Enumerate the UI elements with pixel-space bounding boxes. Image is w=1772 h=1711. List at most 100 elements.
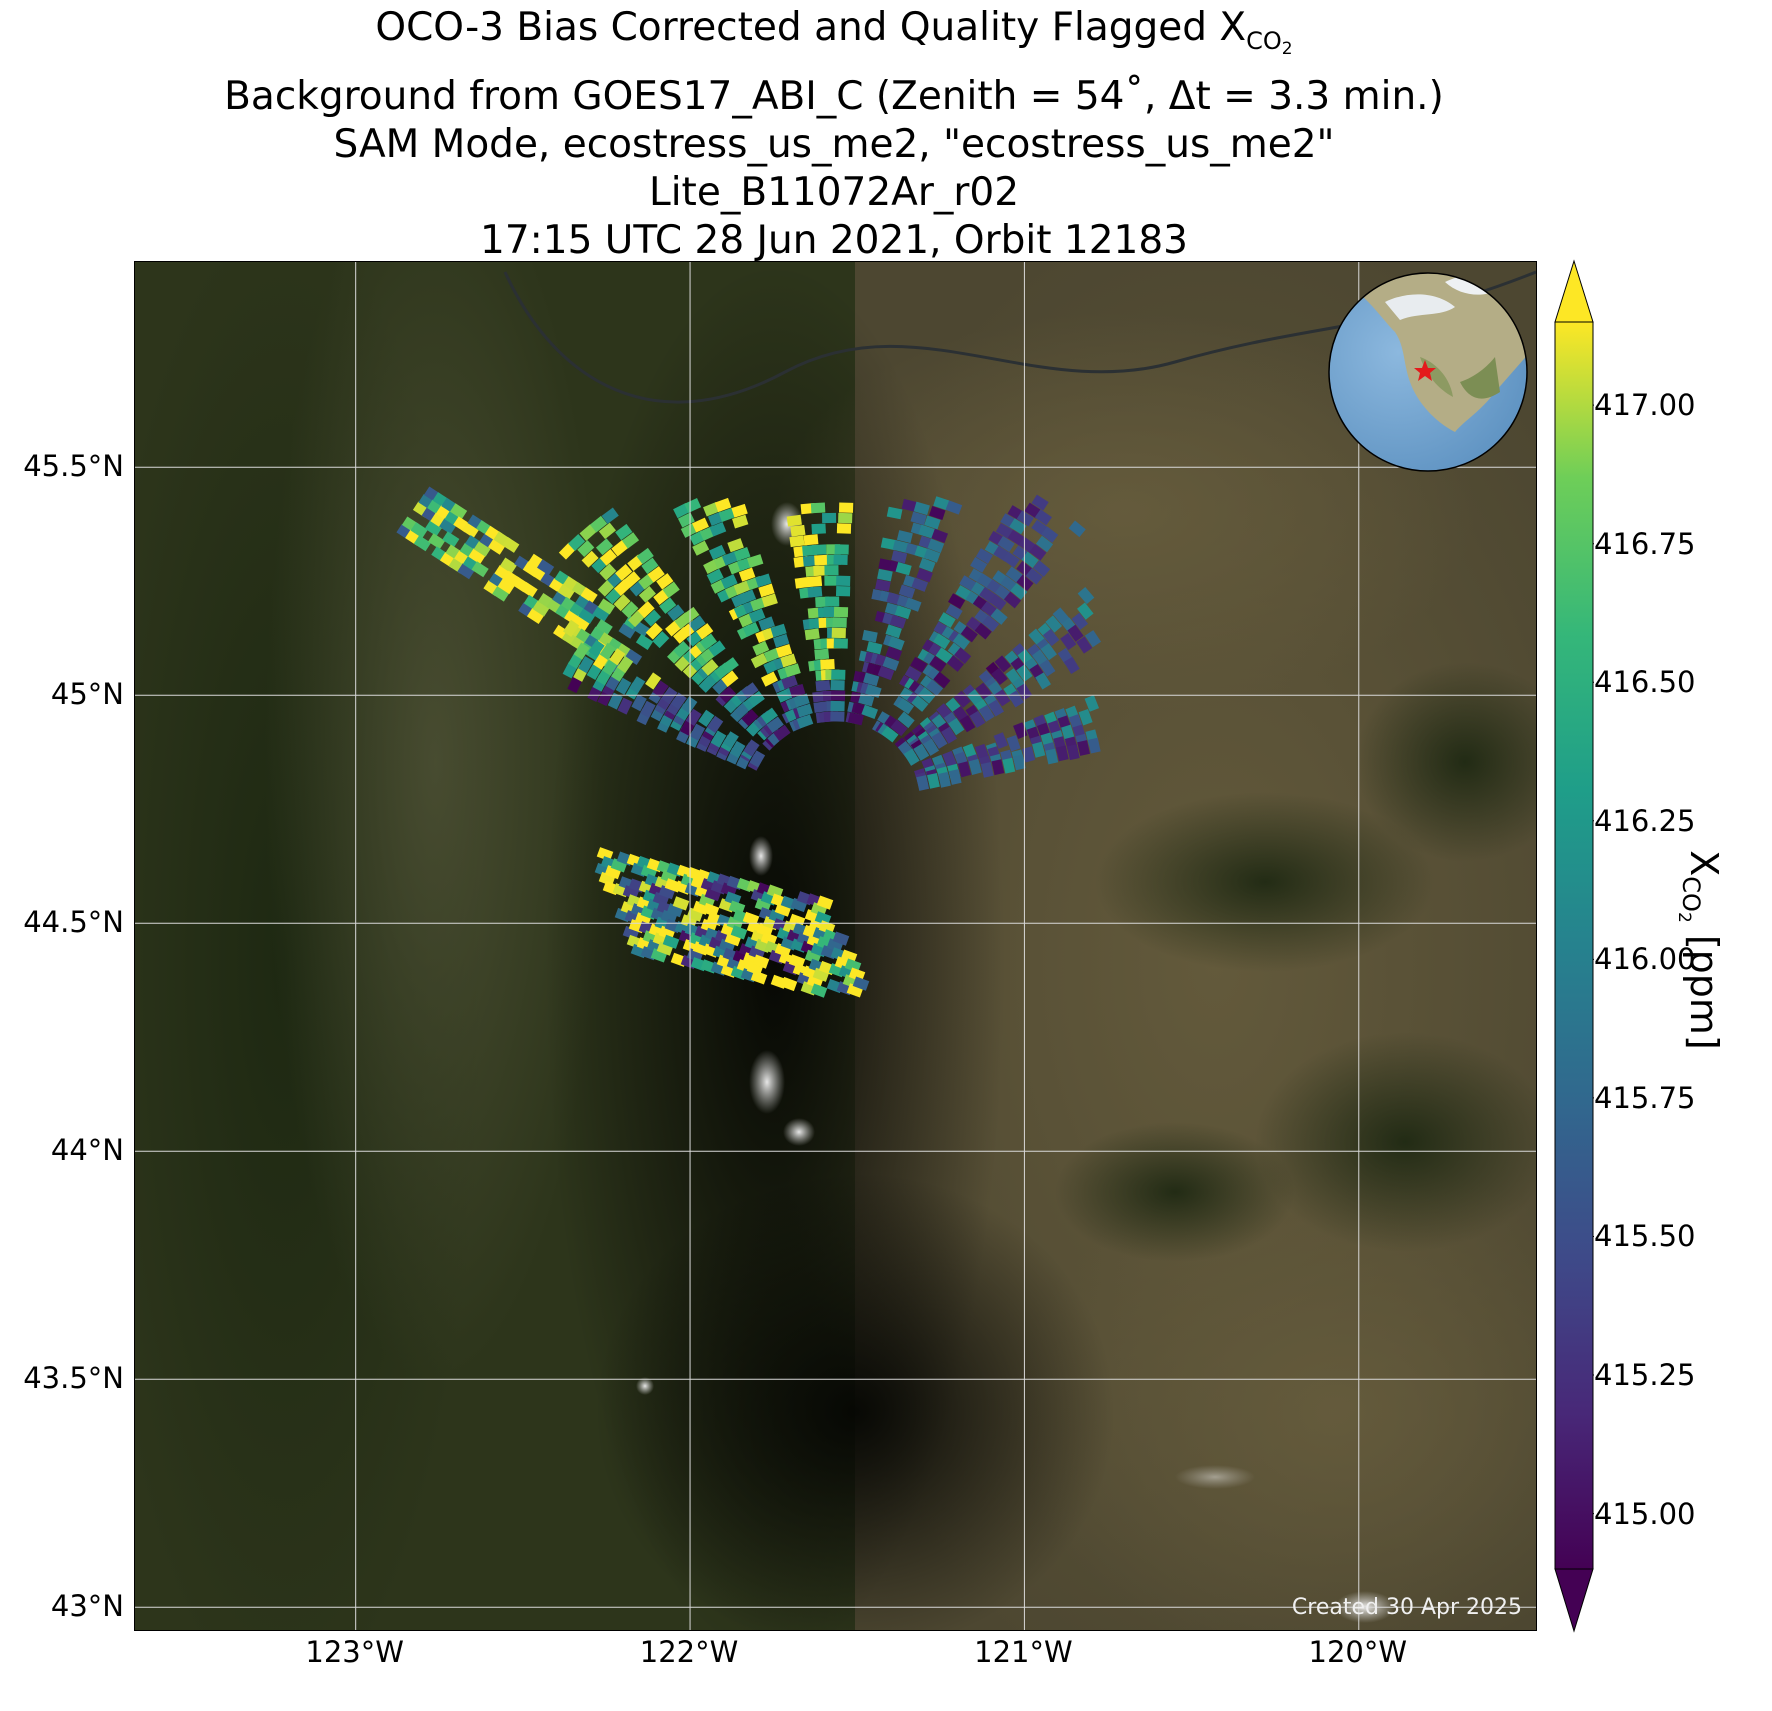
xco2-sounding <box>623 571 641 588</box>
xco2-sounding <box>595 619 613 636</box>
xco2-sounding <box>994 655 1012 673</box>
xco2-sounding <box>938 612 956 628</box>
xco2-sounding <box>927 538 945 553</box>
xco2-sounding <box>615 564 633 581</box>
xco2-sounding <box>428 533 446 550</box>
xco2-sounding <box>935 647 953 664</box>
xco2-sounding <box>1016 574 1034 592</box>
xco2-sounding <box>597 598 616 615</box>
xco2-sounding <box>1040 643 1057 661</box>
xco2-sounding <box>974 743 989 761</box>
xco2-sounding <box>840 949 858 964</box>
xco2-sounding <box>461 521 480 539</box>
xco2-sounding <box>595 538 614 556</box>
xco2-sounding <box>1061 724 1075 741</box>
xco2-sounding <box>918 557 936 573</box>
xco2-sounding <box>825 596 840 607</box>
xco2-sounding <box>707 715 724 734</box>
xco2-sounding <box>911 577 929 592</box>
xco2-sounding <box>881 726 899 743</box>
lon-tick-label: 120°W <box>1308 1635 1408 1669</box>
xco2-sounding <box>885 624 902 639</box>
xco2-sounding <box>1012 754 1026 771</box>
xco2-sounding <box>1039 659 1056 677</box>
xco2-sounding <box>834 544 849 555</box>
xco2-sounding <box>1076 636 1093 654</box>
xco2-sounding <box>708 640 726 657</box>
xco2-sounding <box>781 675 798 690</box>
xco2-sounding <box>877 568 893 582</box>
xco2-sounding <box>814 648 830 660</box>
xco2-sounding <box>811 523 826 535</box>
xco2-sounding <box>960 625 978 643</box>
title-subscript: CO2 <box>1246 27 1293 59</box>
xco2-sounding <box>786 514 802 527</box>
title-line-2: Background from GOES17_ABI_C (Zenith = 5… <box>224 74 1444 119</box>
xco2-sounding <box>1063 656 1080 674</box>
xco2-sounding <box>643 609 662 627</box>
xco2-sounding <box>667 604 685 621</box>
xco2-sounding <box>761 593 778 608</box>
xco2-sounding <box>1042 628 1060 647</box>
xco2-sounding <box>788 913 806 928</box>
xco2-sounding <box>923 738 940 756</box>
xco2-sounding <box>526 607 545 625</box>
xco2-sounding <box>993 732 1009 749</box>
xco2-sounding <box>572 615 590 632</box>
xco2-sounding <box>578 607 596 624</box>
xco2-sounding <box>727 538 744 553</box>
xco2-sounding <box>830 680 845 691</box>
map-gridlines <box>135 262 1536 1630</box>
xco2-sounding <box>763 647 781 663</box>
xco2-sounding <box>773 724 791 742</box>
xco2-sounding <box>780 976 798 992</box>
xco2-sounding <box>640 700 656 718</box>
colorbar-tick-label: 416.00 <box>1594 942 1696 977</box>
xco2-sounding <box>652 631 670 649</box>
xco2-sounding <box>702 902 720 918</box>
xco2-sounding <box>742 622 760 637</box>
xco2-sounding <box>672 896 690 911</box>
xco2-sounding <box>875 579 891 592</box>
xco2-sounding <box>761 671 778 687</box>
xco2-sounding <box>997 536 1015 552</box>
xco2-sounding <box>818 920 836 935</box>
xco2-sounding <box>652 680 669 698</box>
xco2-sounding <box>814 554 829 566</box>
xco2-sounding <box>760 931 778 947</box>
xco2-sounding <box>621 601 639 619</box>
xco2-sounding <box>1052 607 1070 625</box>
xco2-sounding <box>1067 624 1084 642</box>
xco2-sounding <box>641 557 659 574</box>
xco2-sounding <box>629 676 646 694</box>
xco2-sounding <box>892 539 909 553</box>
xco2-sounding <box>807 575 823 588</box>
xco2-sounding <box>656 573 674 590</box>
xco2-sounding <box>975 548 993 564</box>
xco2-sounding <box>1084 695 1100 712</box>
xco2-sounding <box>954 647 972 665</box>
xco2-sounding <box>1025 567 1043 585</box>
xco2-sounding <box>597 579 615 597</box>
xco2-sounding <box>718 686 737 704</box>
xco2-sounding <box>580 587 598 604</box>
xco2-sounding <box>903 748 920 766</box>
xco2-sounding <box>502 536 520 553</box>
xco2-sounding <box>814 911 832 926</box>
xco2-sounding <box>948 718 965 736</box>
xco2-sounding <box>748 608 766 623</box>
xco2-sounding <box>1013 722 1028 739</box>
colorbar-tick-label: 417.00 <box>1594 388 1696 423</box>
xco2-sounding <box>706 568 724 585</box>
xco2-sounding <box>1021 551 1039 569</box>
xco2-sounding <box>1034 509 1053 526</box>
colorbar-tick-label: 415.25 <box>1594 1358 1696 1393</box>
xco2-sounding <box>1071 612 1089 630</box>
xco2-sounding <box>750 652 768 669</box>
xco2-sounding <box>468 548 486 565</box>
xco2-sounding <box>722 731 739 749</box>
xco2-sounding <box>609 648 626 666</box>
xco2-sounding <box>1084 630 1102 648</box>
xco2-sounding <box>813 701 829 713</box>
xco2-sounding <box>833 606 849 618</box>
